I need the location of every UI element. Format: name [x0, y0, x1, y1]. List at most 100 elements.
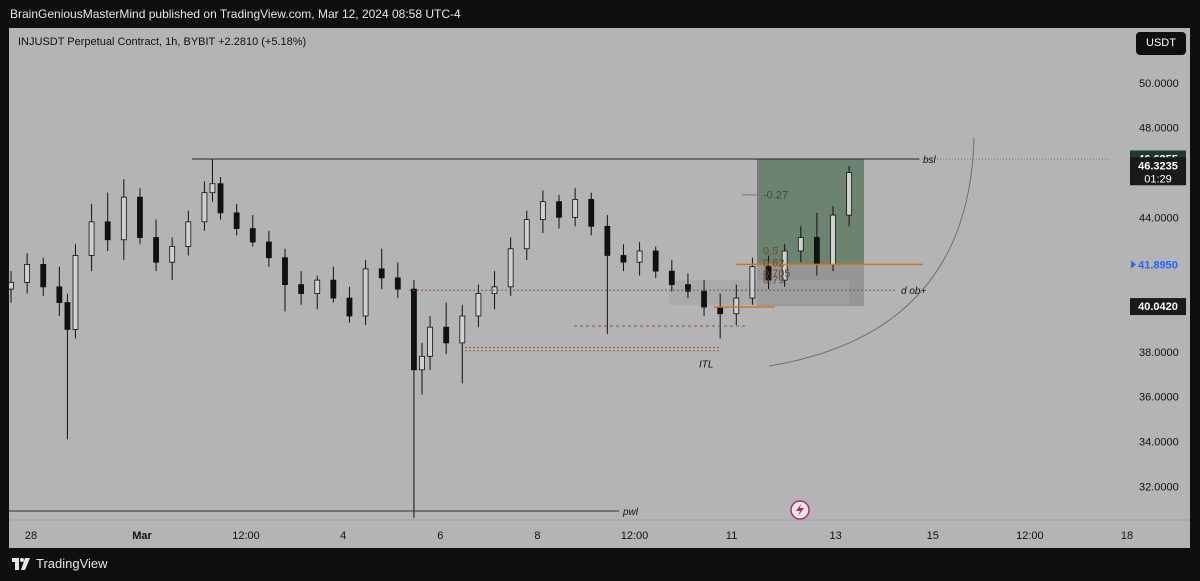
d-ob-label: d ob+ — [901, 286, 926, 297]
publisher-bar: BrainGeniousMasterMind published on Trad… — [0, 0, 1200, 28]
price-tag-label: 40.0420 — [1138, 301, 1178, 313]
candle-body — [701, 290, 707, 308]
candle-body — [733, 297, 740, 315]
x-tick-label: 11 — [726, 530, 737, 542]
target-zone[interactable] — [757, 158, 864, 265]
countdown-label: 01:29 — [1144, 173, 1172, 185]
x-tick-label: 6 — [437, 530, 443, 542]
x-tick-label: 8 — [534, 530, 540, 542]
candle-body — [346, 297, 353, 317]
fib-label: 0.705 — [763, 268, 791, 280]
price-tag — [1130, 256, 1186, 274]
fib-label: 0.5 — [763, 245, 778, 257]
candle-body — [427, 326, 433, 357]
candle-body — [507, 248, 514, 288]
candle-body — [217, 183, 224, 214]
candle-body — [362, 268, 369, 317]
pwl-label: pwl — [622, 507, 639, 518]
fib-label: 0.79 — [763, 274, 784, 286]
tradingview-brand[interactable]: TradingView — [12, 556, 108, 571]
x-tick-label: 28 — [25, 530, 37, 542]
candle-body — [137, 196, 143, 238]
brand-name: TradingView — [36, 556, 108, 571]
candle-body — [64, 302, 71, 330]
candle-body — [830, 214, 836, 265]
candle-body — [475, 293, 482, 317]
candle-body — [56, 286, 63, 303]
candle-body — [209, 183, 216, 194]
fib-label: 0.62 — [763, 258, 784, 270]
candle-body — [797, 237, 804, 252]
currency-button[interactable]: USDT — [1136, 32, 1186, 55]
x-tick-label: 4 — [340, 530, 346, 542]
candle-body — [120, 196, 127, 241]
candle-body — [636, 250, 643, 263]
candle-body — [201, 192, 208, 223]
candle-body — [846, 172, 853, 216]
candle-body — [588, 199, 595, 227]
candle-body — [620, 255, 627, 263]
candle-body — [781, 250, 788, 281]
x-tick-label: 12:00 — [1016, 530, 1044, 542]
candle-body — [169, 246, 176, 263]
candle-body — [40, 264, 47, 288]
publisher-text: BrainGeniousMasterMind published on Trad… — [10, 7, 461, 21]
x-tick-label: 12:00 — [232, 530, 260, 542]
candle-body — [749, 266, 756, 299]
candle-body — [539, 201, 546, 220]
candle-body — [104, 221, 111, 241]
candle-body — [459, 315, 466, 344]
y-tick-label: 32.0000 — [1139, 481, 1179, 493]
bsl-label: bsl — [923, 155, 937, 166]
x-tick-label: 18 — [1121, 530, 1133, 542]
candle-body — [652, 250, 659, 272]
y-tick-label: 48.0000 — [1139, 123, 1179, 135]
candle-body — [88, 221, 95, 256]
candle-body — [765, 266, 772, 281]
lightning-icon — [796, 504, 804, 516]
candle-body — [24, 264, 31, 283]
y-tick-label: 50.0000 — [1139, 78, 1179, 90]
candle-body — [717, 306, 724, 315]
price-tag — [1130, 157, 1186, 186]
price-scale[interactable] — [1109, 28, 1190, 548]
symbol-header: INJUSDT Perpetual Contract, 1h, BYBIT +2… — [18, 36, 307, 48]
itl-label: ITL — [699, 360, 713, 371]
x-tick-label: 15 — [927, 530, 939, 542]
candle-body — [153, 237, 159, 263]
candle-body — [685, 284, 691, 292]
projection-arc — [768, 137, 975, 367]
candle-body — [233, 212, 240, 229]
candle-body — [668, 270, 675, 286]
chart-area[interactable]: bsl pwl d ob+ ITL -0.27 0.5 0.62 0.705 0.79 50.0… — [9, 28, 1190, 548]
candle-body — [604, 225, 611, 256]
fib-label: -0.27 — [763, 189, 788, 201]
x-tick-label: Mar — [132, 530, 152, 542]
candle-body — [72, 255, 79, 330]
candle-body — [185, 221, 192, 247]
candle-body — [394, 277, 401, 290]
candle-body — [556, 201, 562, 218]
price-tag-label: 41.8950 — [1138, 260, 1178, 272]
x-tick-label: 13 — [830, 530, 842, 542]
candle-body — [443, 326, 450, 344]
price-tag-label: 46.3235 — [1138, 160, 1178, 172]
candle-body — [330, 279, 337, 299]
y-tick-label: 38.0000 — [1139, 347, 1179, 359]
y-tick-label: 44.0000 — [1139, 212, 1179, 224]
candle-body — [9, 281, 14, 290]
price-marker-icon — [1131, 260, 1136, 269]
candle-body — [411, 288, 417, 371]
candle-body — [523, 219, 530, 250]
candle-body — [419, 355, 425, 371]
candle-body — [314, 279, 321, 294]
footer-bar: TradingView — [0, 548, 1200, 581]
order-block-zone — [669, 280, 849, 305]
candle-body — [282, 257, 288, 286]
candle-body — [265, 241, 272, 259]
tradingview-logo-icon — [12, 557, 30, 570]
candle-body — [572, 199, 579, 218]
price-tag — [1130, 298, 1186, 316]
candle-body — [249, 228, 256, 243]
